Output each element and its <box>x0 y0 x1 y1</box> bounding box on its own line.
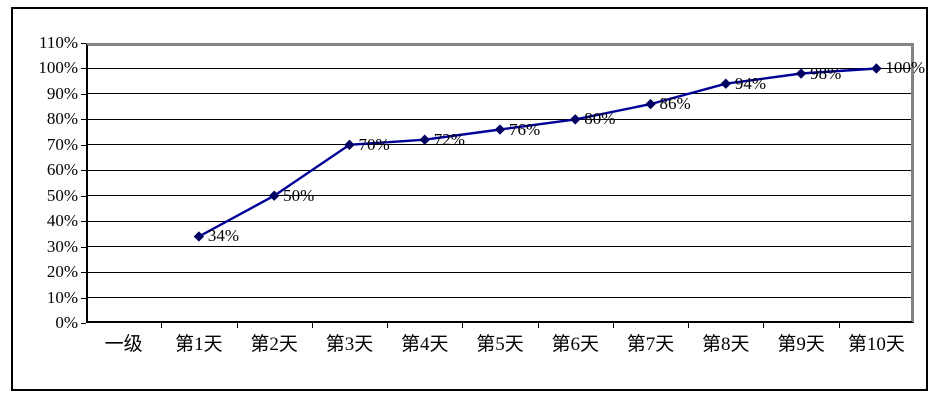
x-axis-tick-6 <box>537 323 539 328</box>
gridline-60 <box>86 169 914 171</box>
y-axis-tick-80 <box>81 119 86 121</box>
data-point-label-第9天: 98% <box>810 63 842 83</box>
data-point-marker-第8天 <box>720 78 732 89</box>
y-axis-tick-110 <box>81 43 86 44</box>
data-point-marker-第9天 <box>795 68 807 79</box>
x-axis-label-8: 第7天 <box>626 334 675 355</box>
x-axis-tick-7 <box>612 323 614 328</box>
data-point-marker-第4天 <box>419 134 430 145</box>
y-axis-label-60: 60% <box>46 160 78 180</box>
x-axis-label-4: 第3天 <box>325 334 374 355</box>
gridline-100 <box>86 67 914 69</box>
x-axis-label-3: 第2天 <box>250 334 298 355</box>
y-axis-label-80: 80% <box>46 109 78 129</box>
y-axis-label-30: 30% <box>46 236 78 256</box>
data-point-marker-第6天 <box>570 114 581 125</box>
plot-area <box>86 43 914 323</box>
x-axis-tick-10 <box>838 323 840 328</box>
y-axis-label-110: 110% <box>38 33 78 52</box>
data-point-marker-第7天 <box>645 98 656 110</box>
line-series-layer <box>193 63 882 242</box>
gridline-40 <box>86 220 914 222</box>
y-axis-tick-60 <box>81 170 86 172</box>
y-axis-tick-70 <box>81 144 86 146</box>
x-axis-tick-5 <box>462 323 464 328</box>
y-axis-label-70: 70% <box>46 134 78 154</box>
y-axis-tick-30 <box>81 246 86 248</box>
gridline-90 <box>86 93 914 95</box>
data-point-label-第2天: 50% <box>283 185 315 205</box>
x-axis-tick-9 <box>763 323 765 328</box>
x-axis-label-2: 第1天 <box>175 334 223 355</box>
gridline-70 <box>86 144 914 146</box>
data-point-label-第3天: 70% <box>358 134 390 154</box>
y-axis-tick-20 <box>81 272 86 274</box>
data-point-label-第6天: 80% <box>584 109 616 129</box>
x-axis-tick-1 <box>161 323 163 328</box>
x-axis-label-5: 第4天 <box>400 334 449 355</box>
y-axis-label-100: 100% <box>38 58 78 78</box>
x-axis-label-10: 第9天 <box>777 334 825 355</box>
y-axis-tick-40 <box>81 221 86 223</box>
x-axis-tick-8 <box>688 323 690 328</box>
x-axis-tick-4 <box>387 323 389 328</box>
data-point-marker-第10天 <box>871 63 882 74</box>
y-axis-tick-50 <box>81 195 86 197</box>
chart-frame-border <box>11 7 928 391</box>
x-axis-label-1: 一级 <box>104 334 143 355</box>
gridline-20 <box>86 271 914 273</box>
x-axis-tick-3 <box>311 323 313 328</box>
y-axis-tick-0 <box>81 323 86 324</box>
y-axis-label-10: 10% <box>46 287 78 307</box>
x-axis-tick-2 <box>236 323 238 328</box>
y-axis-label-90: 90% <box>46 83 78 103</box>
x-axis-label-11: 第10天 <box>847 334 905 355</box>
y-axis-tick-10 <box>81 297 86 299</box>
data-point-marker-第2天 <box>268 190 280 201</box>
data-point-label-第7天: 86% <box>659 94 691 114</box>
y-axis-label-0: 0% <box>55 313 78 332</box>
data-point-label-第10天: 100% <box>885 58 926 78</box>
data-point-label-第1天: 34% <box>207 226 240 246</box>
x-axis-label-9: 第8天 <box>702 334 750 355</box>
data-point-marker-第3天 <box>344 139 355 151</box>
y-axis-label-50: 50% <box>46 185 78 205</box>
y-axis-label-20: 20% <box>46 262 78 282</box>
series-line <box>198 67 877 238</box>
x-axis-label-6: 第5天 <box>476 334 524 355</box>
data-point-label-第5天: 76% <box>509 119 541 139</box>
gridline-30 <box>86 246 914 248</box>
gridline-10 <box>86 297 914 299</box>
x-axis-label-7: 第6天 <box>551 334 600 355</box>
y-axis-tick-100 <box>81 68 86 70</box>
gridline-50 <box>86 195 914 197</box>
y-axis-label-40: 40% <box>46 211 78 231</box>
data-point-marker-第1天 <box>193 231 205 242</box>
y-axis-tick-90 <box>81 93 86 95</box>
data-point-label-第8天: 94% <box>734 73 766 93</box>
data-point-marker-第5天 <box>494 124 506 135</box>
data-point-label-第4天: 72% <box>433 129 465 149</box>
gridline-80 <box>86 118 914 120</box>
